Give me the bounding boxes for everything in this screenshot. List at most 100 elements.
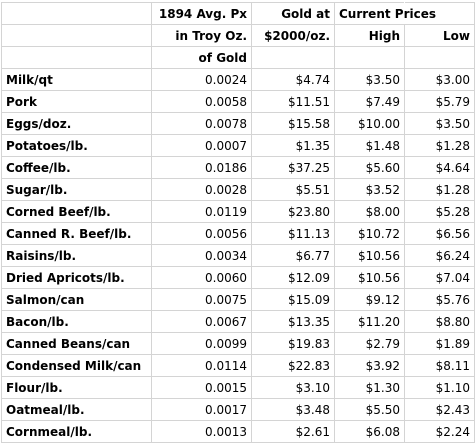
gold-cell[interactable]: $15.58	[251, 112, 335, 135]
low-cell[interactable]: $8.11	[404, 354, 475, 377]
high-cell[interactable]: $6.08	[334, 420, 405, 443]
px-cell[interactable]: 0.0028	[151, 178, 252, 201]
cell[interactable]	[1, 24, 152, 47]
low-cell[interactable]: $1.28	[404, 178, 475, 201]
gold-cell[interactable]: $1.35	[251, 134, 335, 157]
low-cell[interactable]: $5.79	[404, 90, 475, 113]
item-cell[interactable]: Oatmeal/lb.	[1, 398, 152, 421]
px-cell[interactable]: 0.0017	[151, 398, 252, 421]
low-cell[interactable]: $3.00	[404, 68, 475, 91]
px-cell[interactable]: 0.0013	[151, 420, 252, 443]
item-cell[interactable]: Sugar/lb.	[1, 178, 152, 201]
item-cell[interactable]: Eggs/doz.	[1, 112, 152, 135]
header-low[interactable]: Low	[404, 24, 475, 47]
item-cell[interactable]: Pork	[1, 90, 152, 113]
high-cell[interactable]: $10.72	[334, 222, 405, 245]
px-cell[interactable]: 0.0114	[151, 354, 252, 377]
low-cell[interactable]: $1.28	[404, 134, 475, 157]
gold-cell[interactable]: $22.83	[251, 354, 335, 377]
item-cell[interactable]: Canned R. Beef/lb.	[1, 222, 152, 245]
high-cell[interactable]: $10.56	[334, 266, 405, 289]
item-cell[interactable]: Milk/qt	[1, 68, 152, 91]
table-row: Bacon/lb. 0.0067 $13.35 $11.20 $8.80	[1, 310, 475, 333]
gold-cell[interactable]: $5.51	[251, 178, 335, 201]
item-cell[interactable]: Dried Apricots/lb.	[1, 266, 152, 289]
gold-cell[interactable]: $11.13	[251, 222, 335, 245]
cell[interactable]	[404, 46, 475, 69]
item-cell[interactable]: Raisins/lb.	[1, 244, 152, 267]
header-in-troy-oz[interactable]: in Troy Oz.	[151, 24, 252, 47]
item-cell[interactable]: Cornmeal/lb.	[1, 420, 152, 443]
item-cell[interactable]: Coffee/lb.	[1, 156, 152, 179]
low-cell[interactable]: $4.64	[404, 156, 475, 179]
low-cell[interactable]: $1.10	[404, 376, 475, 399]
header-of-gold[interactable]: of Gold	[151, 46, 252, 69]
high-cell[interactable]: $3.92	[334, 354, 405, 377]
px-cell[interactable]: 0.0060	[151, 266, 252, 289]
px-cell[interactable]: 0.0015	[151, 376, 252, 399]
gold-cell[interactable]: $3.10	[251, 376, 335, 399]
px-cell[interactable]: 0.0007	[151, 134, 252, 157]
cell[interactable]	[1, 2, 152, 25]
item-cell[interactable]: Condensed Milk/can	[1, 354, 152, 377]
high-cell[interactable]: $3.50	[334, 68, 405, 91]
gold-cell[interactable]: $3.48	[251, 398, 335, 421]
high-cell[interactable]: $9.12	[334, 288, 405, 311]
px-cell[interactable]: 0.0024	[151, 68, 252, 91]
px-cell[interactable]: 0.0078	[151, 112, 252, 135]
gold-cell[interactable]: $15.09	[251, 288, 335, 311]
high-cell[interactable]: $11.20	[334, 310, 405, 333]
item-cell[interactable]: Salmon/can	[1, 288, 152, 311]
low-cell[interactable]: $6.24	[404, 244, 475, 267]
low-cell[interactable]: $1.89	[404, 332, 475, 355]
px-cell[interactable]: 0.0119	[151, 200, 252, 223]
high-cell[interactable]: $8.00	[334, 200, 405, 223]
header-gold-at[interactable]: Gold at	[251, 2, 335, 25]
low-cell[interactable]: $8.80	[404, 310, 475, 333]
px-cell[interactable]: 0.0067	[151, 310, 252, 333]
high-cell[interactable]: $10.56	[334, 244, 405, 267]
gold-cell[interactable]: $37.25	[251, 156, 335, 179]
gold-cell[interactable]: $12.09	[251, 266, 335, 289]
high-cell[interactable]: $1.30	[334, 376, 405, 399]
high-cell[interactable]: $2.79	[334, 332, 405, 355]
cell[interactable]	[251, 46, 335, 69]
high-cell[interactable]: $5.60	[334, 156, 405, 179]
gold-cell[interactable]: $11.51	[251, 90, 335, 113]
low-cell[interactable]: $6.56	[404, 222, 475, 245]
low-cell[interactable]: $5.28	[404, 200, 475, 223]
item-cell[interactable]: Bacon/lb.	[1, 310, 152, 333]
cell[interactable]	[334, 46, 405, 69]
header-gold-price[interactable]: $2000/oz.	[251, 24, 335, 47]
low-cell[interactable]: $7.04	[404, 266, 475, 289]
item-cell[interactable]: Flour/lb.	[1, 376, 152, 399]
high-cell[interactable]: $1.48	[334, 134, 405, 157]
cell[interactable]	[1, 46, 152, 69]
item-cell[interactable]: Corned Beef/lb.	[1, 200, 152, 223]
gold-cell[interactable]: $23.80	[251, 200, 335, 223]
px-cell[interactable]: 0.0099	[151, 332, 252, 355]
px-cell[interactable]: 0.0186	[151, 156, 252, 179]
high-cell[interactable]: $5.50	[334, 398, 405, 421]
high-cell[interactable]: $7.49	[334, 90, 405, 113]
low-cell[interactable]: $2.24	[404, 420, 475, 443]
header-1894-avg-px[interactable]: 1894 Avg. Px	[151, 2, 252, 25]
px-cell[interactable]: 0.0034	[151, 244, 252, 267]
px-cell[interactable]: 0.0075	[151, 288, 252, 311]
gold-cell[interactable]: $6.77	[251, 244, 335, 267]
gold-cell[interactable]: $2.61	[251, 420, 335, 443]
high-cell[interactable]: $10.00	[334, 112, 405, 135]
high-cell[interactable]: $3.52	[334, 178, 405, 201]
low-cell[interactable]: $3.50	[404, 112, 475, 135]
low-cell[interactable]: $2.43	[404, 398, 475, 421]
gold-cell[interactable]: $13.35	[251, 310, 335, 333]
item-cell[interactable]: Potatoes/lb.	[1, 134, 152, 157]
header-high[interactable]: High	[334, 24, 405, 47]
item-cell[interactable]: Canned Beans/can	[1, 332, 152, 355]
gold-cell[interactable]: $19.83	[251, 332, 335, 355]
px-cell[interactable]: 0.0058	[151, 90, 252, 113]
gold-cell[interactable]: $4.74	[251, 68, 335, 91]
px-cell[interactable]: 0.0056	[151, 222, 252, 245]
header-current-prices[interactable]: Current Prices	[334, 2, 436, 25]
low-cell[interactable]: $5.76	[404, 288, 475, 311]
